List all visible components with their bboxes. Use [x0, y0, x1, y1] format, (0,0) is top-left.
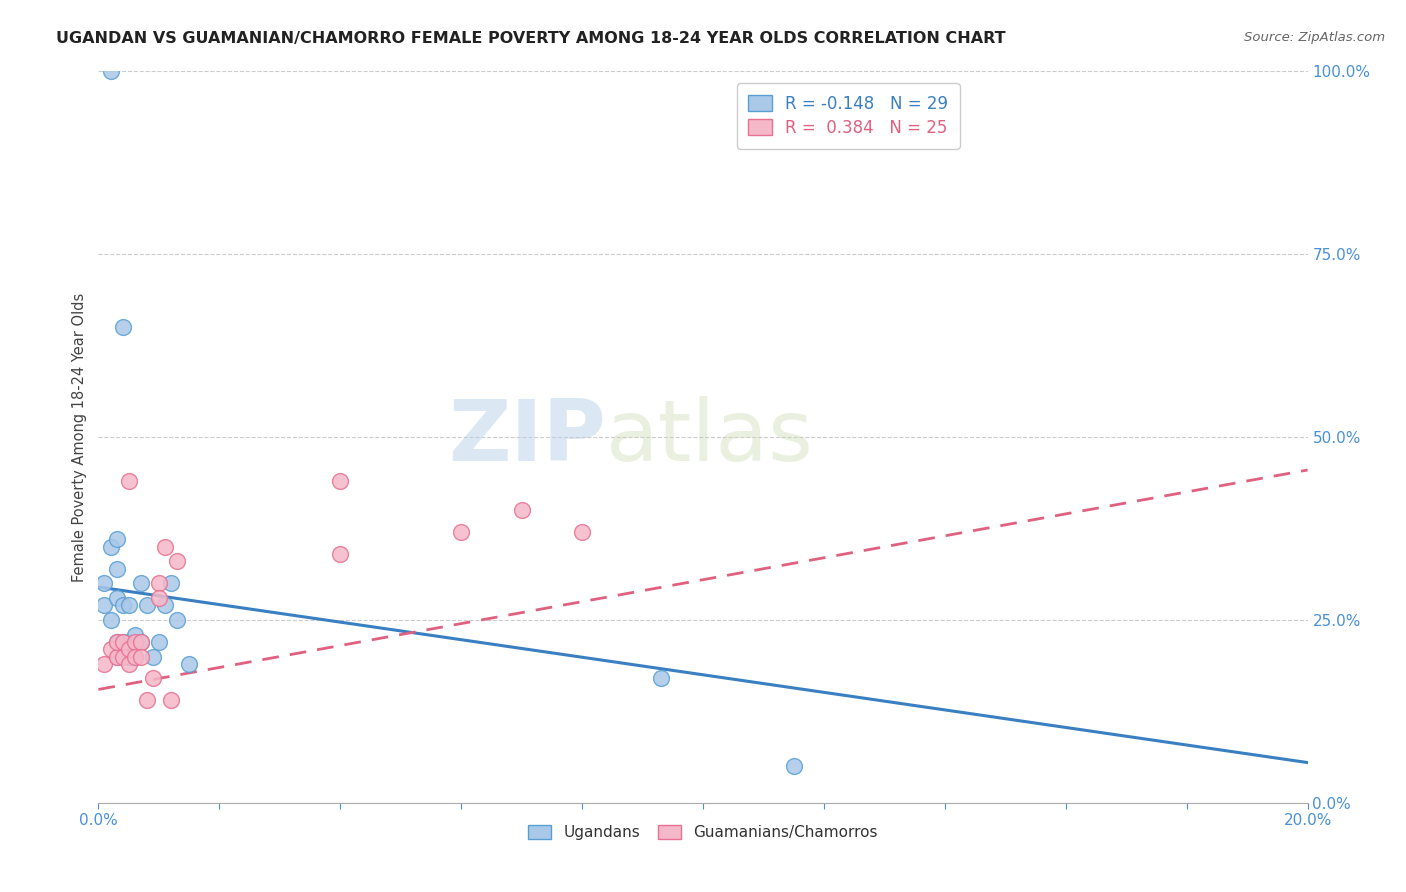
Point	[93, 657, 115, 671]
Point	[118, 474, 141, 488]
Point	[111, 635, 134, 649]
Point	[118, 642, 141, 657]
Text: Source: ZipAtlas.com: Source: ZipAtlas.com	[1244, 31, 1385, 45]
Point	[105, 562, 128, 576]
Text: atlas: atlas	[606, 395, 814, 479]
Point	[160, 576, 183, 591]
Point	[142, 672, 165, 686]
Point	[135, 599, 157, 613]
Point	[166, 613, 188, 627]
Point	[100, 64, 122, 78]
Point	[105, 649, 128, 664]
Text: UGANDAN VS GUAMANIAN/CHAMORRO FEMALE POVERTY AMONG 18-24 YEAR OLDS CORRELATION C: UGANDAN VS GUAMANIAN/CHAMORRO FEMALE POV…	[56, 31, 1005, 46]
Point	[129, 635, 152, 649]
Point	[329, 547, 352, 561]
Point	[124, 627, 146, 641]
Point	[510, 503, 533, 517]
Point	[783, 759, 806, 773]
Point	[100, 540, 122, 554]
Point	[329, 474, 352, 488]
Point	[129, 649, 152, 664]
Point	[105, 591, 128, 605]
Point	[93, 599, 115, 613]
Point	[135, 693, 157, 707]
Point	[118, 599, 141, 613]
Text: ZIP: ZIP	[449, 395, 606, 479]
Point	[111, 649, 134, 664]
Point	[153, 540, 176, 554]
Point	[111, 599, 134, 613]
Point	[148, 591, 170, 605]
Point	[111, 320, 134, 334]
Point	[105, 649, 128, 664]
Point	[571, 525, 593, 540]
Point	[105, 635, 128, 649]
Point	[118, 635, 141, 649]
Point	[160, 693, 183, 707]
Point	[129, 635, 152, 649]
Point	[100, 613, 122, 627]
Point	[650, 672, 672, 686]
Y-axis label: Female Poverty Among 18-24 Year Olds: Female Poverty Among 18-24 Year Olds	[72, 293, 87, 582]
Point	[153, 599, 176, 613]
Point	[142, 649, 165, 664]
Point	[124, 635, 146, 649]
Legend: Ugandans, Guamanians/Chamorros: Ugandans, Guamanians/Chamorros	[522, 819, 884, 847]
Point	[118, 649, 141, 664]
Point	[129, 576, 152, 591]
Point	[148, 576, 170, 591]
Point	[450, 525, 472, 540]
Point	[100, 642, 122, 657]
Point	[105, 533, 128, 547]
Point	[105, 635, 128, 649]
Point	[93, 576, 115, 591]
Point	[166, 554, 188, 568]
Point	[111, 635, 134, 649]
Point	[179, 657, 201, 671]
Point	[124, 649, 146, 664]
Point	[148, 635, 170, 649]
Point	[124, 649, 146, 664]
Point	[118, 657, 141, 671]
